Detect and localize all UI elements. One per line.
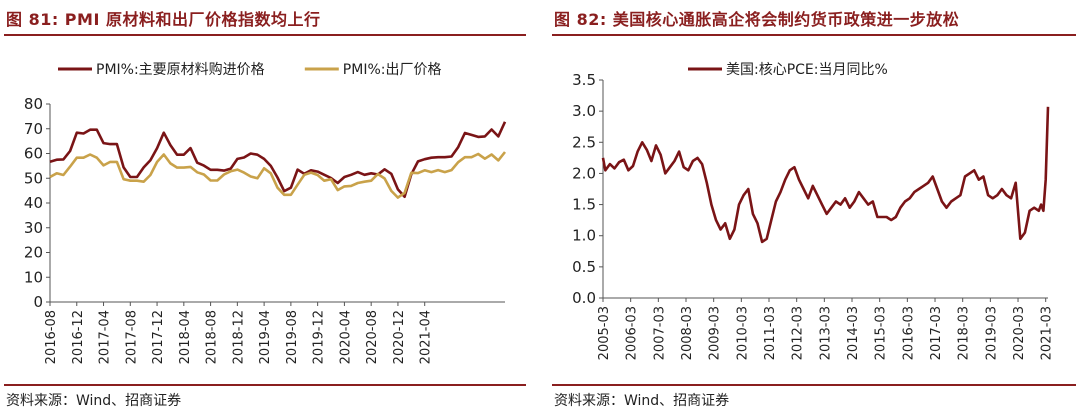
y-tick-label: 40	[24, 194, 43, 212]
y-tick-label: 60	[24, 145, 43, 163]
x-tick-label: 2020-03	[1012, 306, 1027, 360]
x-tick-label: 2019-04	[258, 310, 273, 364]
y-tick-label: 0.0	[572, 289, 596, 307]
left-figure-title: 图 81: PMI 原材料和出厂价格指数均上行	[6, 10, 321, 29]
left-title-rule	[4, 34, 526, 36]
x-tick-label: 2006-03	[625, 306, 640, 360]
left-source-rule	[4, 384, 526, 386]
us-core-pce-chart: 0.0 0.5 1.0 1.5 2.0 2.5 3.0 3.5 2005-03 2006-03 20…	[572, 62, 1055, 360]
x-tick-label: 2012-03	[791, 306, 806, 360]
x-tick-label: 2016-03	[901, 306, 916, 360]
right-source-note: 资料来源：Wind、招商证券	[554, 393, 730, 409]
x-tick-label: 2013-03	[818, 306, 833, 360]
x-tick-label: 2008-03	[680, 306, 695, 360]
x-tick-label: 2020-04	[338, 310, 353, 364]
left-source-note: 资料来源：Wind、招商证券	[6, 393, 182, 409]
x-tick-label: 2019-08	[285, 310, 300, 364]
y-tick-label: 1.5	[572, 196, 596, 214]
y-tick-label: 80	[24, 95, 43, 113]
x-tick-label: 2010-03	[735, 306, 750, 360]
series-line-2	[49, 151, 507, 199]
y-tick-label: 3.0	[572, 102, 596, 120]
y-tick-label: 30	[24, 219, 43, 237]
pmi-price-chart: 0 10 20 30 40 50 60 70 80 2016-08 2016-12 2017-04 20…	[24, 62, 507, 364]
y-tick-label: 0	[33, 293, 43, 311]
x-tick-label: 2009-03	[708, 306, 723, 360]
x-tick-label: 2005-03	[597, 306, 612, 360]
legend-label-1: 美国:核心PCE:当月同比%	[726, 62, 888, 78]
x-tick-label: 2018-08	[205, 310, 220, 364]
x-tick-label: 2020-12	[392, 310, 407, 364]
y-tick-label: 1.0	[572, 227, 596, 245]
x-tick-label: 2019-12	[312, 310, 327, 364]
y-tick-label: 2.0	[572, 164, 596, 182]
y-tick-label: 50	[24, 169, 43, 187]
x-tick-label: 2018-04	[178, 310, 193, 364]
y-tick-label: 70	[24, 120, 43, 138]
y-tick-label: 10	[24, 268, 43, 286]
x-tick-label: 2021-03	[1040, 306, 1055, 360]
y-tick-label: 3.5	[572, 71, 596, 89]
series-line-1	[601, 106, 1050, 244]
right-title-rule	[552, 34, 1076, 36]
x-tick-label: 2021-04	[419, 310, 434, 364]
x-tick-label: 2007-03	[652, 306, 667, 360]
y-tick-label: 20	[24, 244, 43, 262]
x-tick-label: 2018-12	[231, 310, 246, 364]
legend-label-1: PMI%:主要原材料购进价格	[96, 62, 265, 78]
right-source-rule	[552, 384, 1076, 386]
x-tick-label: 2017-04	[98, 310, 113, 364]
x-tick-label: 2015-03	[874, 306, 889, 360]
x-tick-label: 2017-12	[151, 310, 166, 364]
x-tick-label: 2017-03	[929, 306, 944, 360]
x-tick-label: 2016-12	[71, 310, 86, 364]
left-figure-panel: 图 81: PMI 原材料和出厂价格指数均上行 0 10 20 30 40 50 60 70 8…	[0, 0, 530, 416]
x-tick-label: 2017-08	[124, 310, 139, 364]
series-line-1	[49, 121, 507, 199]
right-figure-panel: 图 82: 美国核心通胀高企将会制约货币政策进一步放松 0.0 0.5 1.0 1.5…	[548, 0, 1080, 416]
x-tick-label: 2016-08	[44, 310, 59, 364]
x-tick-label: 2014-03	[846, 306, 861, 360]
x-tick-label: 2011-03	[763, 306, 778, 360]
right-figure-title: 图 82: 美国核心通胀高企将会制约货币政策进一步放松	[554, 10, 960, 29]
y-tick-label: 0.5	[572, 258, 596, 276]
x-tick-label: 2019-03	[984, 306, 999, 360]
x-tick-label: 2018-03	[957, 306, 972, 360]
y-tick-label: 2.5	[572, 133, 596, 151]
x-tick-label: 2020-08	[365, 310, 380, 364]
legend-label-2: PMI%:出厂价格	[343, 62, 442, 78]
